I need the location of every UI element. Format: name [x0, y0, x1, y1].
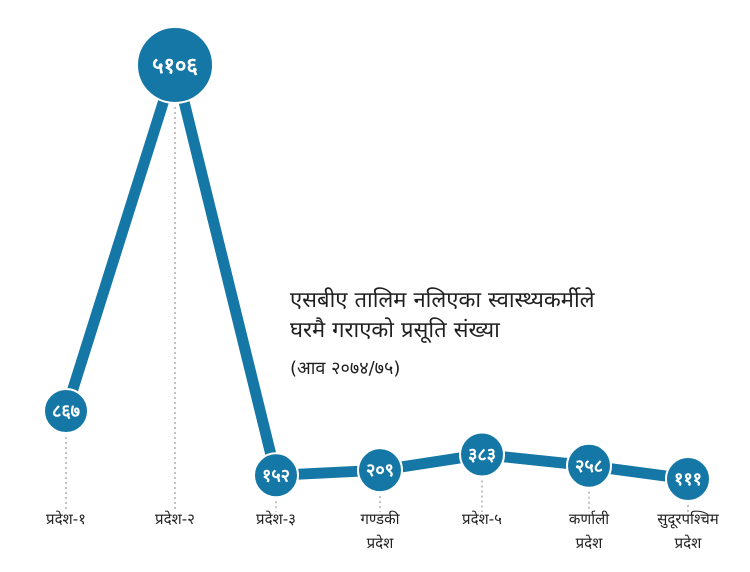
data-point-marker	[136, 26, 214, 104]
data-point-marker	[665, 456, 711, 502]
category-labels: प्रदेश-१ प्रदेश-२ प्रदेश-३ गण्डकी प्रदेश प्रद…	[46, 510, 720, 552]
data-value-label: ८६७	[52, 401, 80, 422]
category-label: प्रदेश-५	[462, 510, 502, 528]
data-value-label: ३८३	[468, 445, 496, 466]
category-label: गण्डकी	[360, 510, 400, 528]
chart-title-line-2: घरमै गराएको प्रसूति संख्या	[290, 318, 500, 343]
category-label: प्रदेश	[576, 534, 604, 552]
data-value-label: ५१०६	[152, 54, 198, 79]
category-label: प्रदेश	[367, 534, 395, 552]
data-value-label: १५२	[262, 465, 290, 486]
category-label: प्रदेश	[675, 534, 703, 552]
category-label: प्रदेश-१	[46, 510, 86, 528]
category-label: सुदूरपश्चिम	[657, 510, 720, 529]
category-label: कर्णाली	[569, 510, 610, 528]
data-value-label: २५८	[575, 456, 603, 477]
data-point-marker	[566, 442, 612, 489]
data-value-label: २०९	[366, 460, 394, 481]
data-value-label: १११	[674, 469, 702, 490]
category-label: प्रदेश-३	[256, 510, 296, 528]
data-point-marker	[43, 388, 89, 434]
data-markers: ८६७ ५१०६ १५२ २०९ ३८३ २५८ १११	[43, 26, 711, 502]
leader-lines	[65, 107, 689, 512]
category-label: प्रदेश-२	[155, 510, 195, 528]
data-point-marker	[357, 447, 403, 494]
series-line	[60, 59, 694, 485]
chart-title-block: एसबीए तालिम नलिएका स्वास्थ्यकर्मीले घरमै…	[290, 286, 595, 380]
chart-subtitle: (आव २०७४/७५)	[290, 358, 401, 379]
data-point-marker	[459, 431, 505, 478]
chart-title-line-1: एसबीए तालिम नलिएका स्वास्थ्यकर्मीले	[290, 288, 595, 313]
data-point-marker	[253, 452, 299, 499]
